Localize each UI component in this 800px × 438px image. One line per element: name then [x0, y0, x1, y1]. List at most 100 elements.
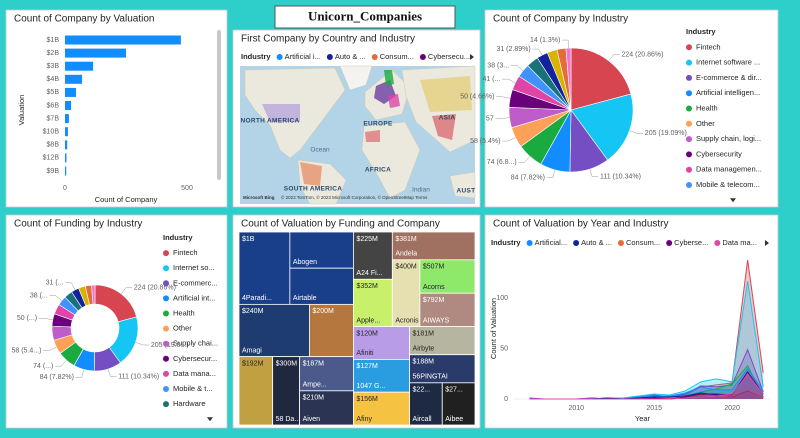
bar: [65, 127, 68, 137]
tile-group-label: $1B: [242, 236, 255, 243]
tile-group-label: $187M: [303, 360, 325, 367]
tile: [441, 382, 476, 426]
tile-group-label: $300M: [276, 360, 298, 367]
legend-label: Supply chai...: [173, 339, 218, 348]
area-fill: [529, 349, 764, 399]
area-line: [529, 374, 764, 400]
data-label: 50 (4.66%): [460, 94, 494, 101]
x-axis-title: Count of Company: [95, 195, 158, 204]
leader-line: [75, 369, 85, 378]
x-tick-label: 500: [181, 185, 193, 192]
leader-line: [107, 368, 117, 377]
legend-label: Cybersecur...: [173, 354, 217, 363]
legend-marker: [617, 240, 624, 246]
panel: [5, 214, 228, 429]
data-label: 111 (10.34%): [118, 373, 159, 380]
y-tick-label: $6B: [47, 102, 60, 109]
chart-title: Count of Funding by Industry: [14, 219, 142, 230]
tile-label: AIWAYS: [423, 317, 450, 324]
tile-group-label: $188M: [413, 359, 435, 366]
y-tick-label: 50: [500, 345, 508, 352]
tile-group-label: $181M: [413, 330, 435, 337]
legend-marker: [419, 54, 426, 60]
legend-marker: [163, 280, 169, 287]
land: [339, 65, 373, 91]
leader-line: [135, 342, 150, 346]
tile: [309, 303, 354, 358]
legend-title: Industry: [241, 52, 271, 61]
y-tick-label: $9B: [47, 168, 60, 175]
legend-label: Data mana...: [173, 369, 216, 378]
tile: [272, 356, 300, 426]
y-tick-label: $3B: [47, 63, 60, 70]
tile-label: Acorns: [423, 284, 445, 291]
bar: [65, 35, 181, 45]
y-tick-label: $2B: [47, 50, 60, 57]
tile-label: 1047 G...: [356, 383, 385, 390]
data-label: 57: [486, 115, 494, 122]
legend-label: Fintech: [696, 42, 721, 51]
bar: [65, 114, 69, 124]
tile-label: Amagi: [242, 347, 262, 354]
legend-marker: [686, 59, 692, 66]
bar: [65, 140, 68, 150]
y-tick-label: 0: [504, 396, 508, 403]
leader-line: [38, 318, 53, 321]
bar: [65, 166, 67, 176]
legend-marker: [686, 136, 692, 143]
tile-label: Acronis: [395, 317, 419, 324]
tile-group-label: $225M: [356, 236, 378, 243]
x-tick-label: 2010: [569, 405, 585, 412]
legend-marker: [686, 151, 692, 158]
leader-line: [496, 96, 511, 99]
map-label: ASIA: [439, 115, 456, 122]
x-tick-label: 2020: [724, 405, 740, 412]
legend-label: Hardware: [173, 399, 206, 408]
data-label: 38 (3...: [487, 62, 509, 69]
x-tick-label: 0: [63, 185, 67, 192]
legend-label: Consum...: [380, 52, 414, 61]
legend-marker: [573, 240, 580, 246]
leader-line: [495, 117, 510, 119]
y-tick-label: $1B: [47, 37, 60, 44]
data-label: 31 (2.89%): [496, 46, 530, 53]
legend-label: Health: [696, 103, 718, 112]
data-label: 58 (5.4...): [12, 347, 42, 354]
tile: [419, 292, 476, 328]
legend-marker: [163, 355, 169, 362]
tile-group-label: $120M: [356, 330, 378, 337]
leader-line: [510, 65, 524, 71]
tile-label: Apple...: [356, 317, 380, 324]
legend-label: Data ma...: [722, 238, 757, 247]
leader-line: [49, 295, 62, 301]
legend-label: Data managemen...: [696, 165, 762, 174]
map-label: SOUTH AMERICA: [284, 186, 343, 193]
tile-label: Abogen: [293, 259, 317, 266]
data-label: 74 (...): [33, 363, 53, 370]
legend-label: Artificial...: [535, 238, 568, 247]
data-label: 111 (10.34%): [600, 174, 641, 181]
legend-title: Industry: [163, 233, 193, 242]
map-label: AFRICA: [365, 167, 391, 174]
data-label: 38 (...: [30, 292, 48, 299]
legend-label: Supply chain, logi...: [696, 134, 761, 143]
legend-marker: [163, 265, 169, 272]
legend-marker: [163, 250, 169, 257]
map-label: Ocean: [310, 147, 330, 154]
tile-group-label: $352M: [356, 283, 378, 290]
data-label: 224 (20.86%): [621, 51, 663, 58]
bar: [65, 48, 126, 58]
tile: [353, 391, 410, 426]
y-axis-title: Valuation: [17, 95, 26, 126]
map-label: EUROPE: [363, 121, 393, 128]
x-axis-title: Year: [635, 414, 651, 423]
tile: [409, 354, 476, 384]
legend-label: Mobile & t...: [173, 384, 213, 393]
map: [240, 65, 476, 205]
land: [449, 171, 476, 199]
legend-label: Auto & ...: [581, 238, 612, 247]
legend-title: Industry: [686, 27, 716, 36]
tile-group-label: $192M: [242, 360, 264, 367]
legend-title: Industry: [491, 238, 521, 247]
